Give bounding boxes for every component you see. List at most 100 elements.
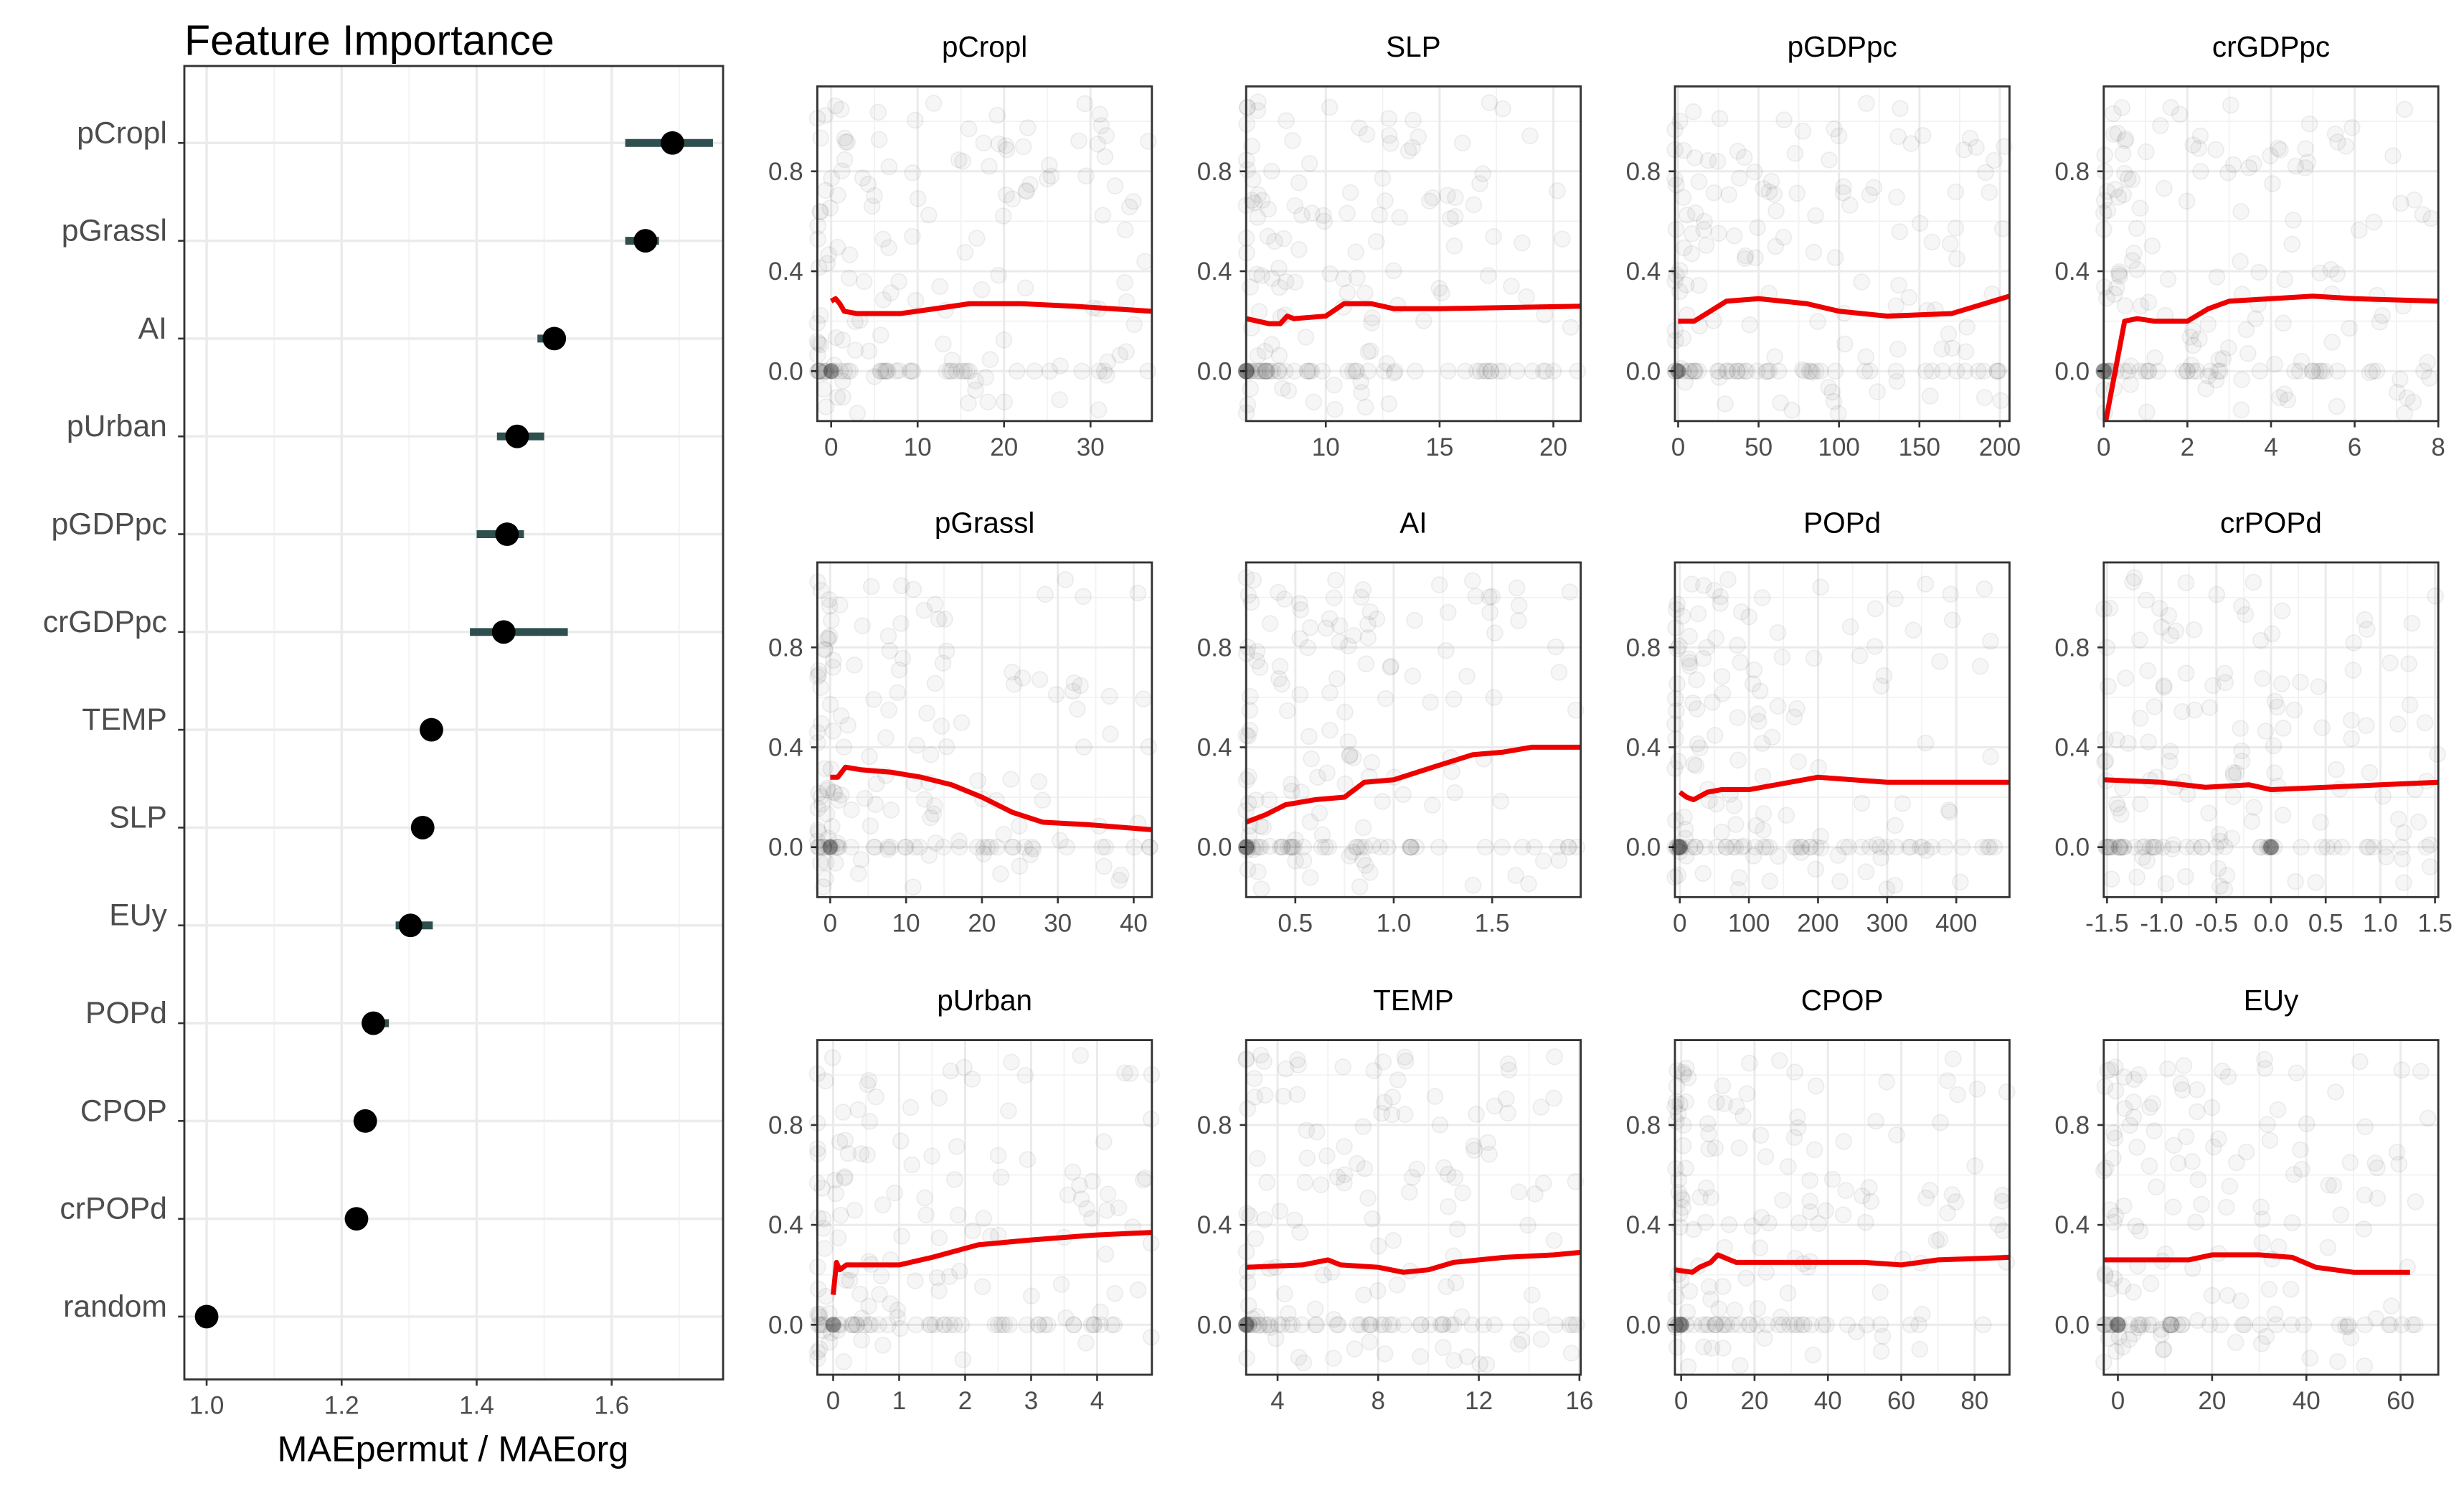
observation-point: [2421, 858, 2439, 875]
observation-point: [1367, 232, 1385, 250]
observation-point: [2331, 1316, 2349, 1334]
observation-point: [1750, 712, 1767, 730]
observation-point: [1982, 632, 1999, 650]
observation-point: [1917, 1189, 1935, 1207]
observation-point: [1301, 618, 1319, 636]
observation-point: [1047, 685, 1065, 703]
observation-point: [2161, 753, 2179, 770]
observation-point: [1369, 1237, 1387, 1255]
observation-cluster: [2263, 839, 2279, 855]
observation-point: [830, 838, 848, 856]
observation-point: [1921, 387, 1939, 405]
observation-point: [1861, 362, 1879, 380]
observation-point: [1031, 671, 1049, 688]
observation-point: [880, 701, 897, 719]
observation-point: [1003, 1053, 1020, 1071]
observation-point: [2201, 699, 2219, 716]
observation-point: [2404, 1316, 2421, 1334]
observation-point: [1458, 1347, 1476, 1365]
observation-point: [2283, 235, 2301, 253]
observation-point: [2189, 1171, 2207, 1188]
observation-point: [954, 1351, 972, 1368]
observation-point: [926, 596, 944, 613]
observation-point: [1339, 733, 1357, 751]
observation-point: [2162, 1316, 2179, 1334]
observation-point: [1308, 1123, 1326, 1141]
observation-point: [1948, 250, 1965, 268]
observation-point: [1479, 267, 1497, 284]
observation-point: [1509, 1335, 1527, 1353]
observation-point: [1741, 1316, 1759, 1334]
observation-point: [1408, 1160, 1425, 1178]
observation-point: [1671, 283, 1689, 301]
observation-point: [1679, 1069, 1697, 1086]
observation-point: [1670, 1184, 1688, 1201]
observation-point: [1141, 838, 1158, 856]
observation-point: [1129, 1281, 1147, 1299]
observation-point: [1709, 153, 1727, 170]
observation-point: [2155, 1340, 2173, 1358]
observation-point: [894, 649, 912, 667]
observation-point: [1303, 204, 1321, 222]
observation-point: [852, 851, 870, 868]
observation-point: [1854, 1187, 1871, 1205]
observation-point: [904, 227, 921, 245]
observation-point: [1361, 603, 1379, 621]
observation-point: [948, 1138, 966, 1155]
observation-point: [1261, 615, 1279, 632]
observation-point: [2134, 849, 2151, 866]
y-tick-label: 0.4: [2054, 258, 2090, 286]
observation-point: [1672, 359, 1690, 377]
observation-point: [927, 834, 945, 852]
partial-dependence-line: [2103, 293, 2439, 422]
observation-point: [1858, 95, 1875, 112]
observation-point: [1290, 1056, 1307, 1074]
observation-point: [839, 716, 857, 734]
observation-point: [1446, 784, 1464, 801]
observation-point: [1384, 1232, 1402, 1249]
observation-point: [1481, 603, 1499, 621]
observation-point: [1681, 654, 1699, 672]
observation-point: [1707, 1316, 1725, 1334]
y-tick-label: 0.4: [768, 258, 803, 286]
x-tick-label: 1: [892, 1387, 906, 1415]
observation-point: [1757, 1264, 1775, 1281]
observation-point: [1037, 585, 1054, 603]
observation-point: [1700, 1278, 1718, 1296]
observation-point: [1328, 1316, 1346, 1334]
observation-point: [892, 615, 910, 632]
observation-point: [859, 1146, 876, 1164]
observation-point: [1668, 838, 1686, 856]
observation-point: [822, 1324, 840, 1342]
y-tick-label: 0.8: [2054, 1111, 2090, 1139]
observation-point: [820, 838, 837, 856]
observation-point: [2358, 621, 2376, 639]
x-tick-label: 60: [1887, 1387, 1915, 1415]
observation-point: [955, 1058, 973, 1076]
plot-border: [816, 1039, 1153, 1376]
observation-point: [1521, 127, 1539, 145]
panel-title: CPOP: [1801, 984, 1884, 1017]
observation-point: [1263, 336, 1280, 353]
observation-point: [2113, 99, 2131, 116]
observation-point: [1861, 838, 1879, 856]
observation-point: [982, 838, 999, 856]
observation-point: [1345, 626, 1362, 644]
observation-point: [967, 381, 984, 399]
observation-point: [1136, 253, 1153, 271]
observation-point: [2134, 838, 2151, 856]
observation-point: [1749, 705, 1767, 723]
observation-point: [1344, 843, 1361, 861]
observation-point: [1125, 316, 1143, 334]
observation-point: [1001, 1316, 1019, 1334]
observation-point: [2260, 1281, 2278, 1298]
observation-point: [1709, 362, 1727, 380]
observation-point: [2361, 763, 2379, 781]
observation-point: [1380, 126, 1398, 144]
observation-point: [1790, 1214, 1808, 1232]
observation-point: [1499, 1104, 1516, 1122]
observation-point: [2396, 100, 2414, 118]
observation-point: [1772, 1308, 1790, 1326]
observation-point: [2329, 133, 2346, 151]
observation-point: [1779, 1157, 1797, 1175]
